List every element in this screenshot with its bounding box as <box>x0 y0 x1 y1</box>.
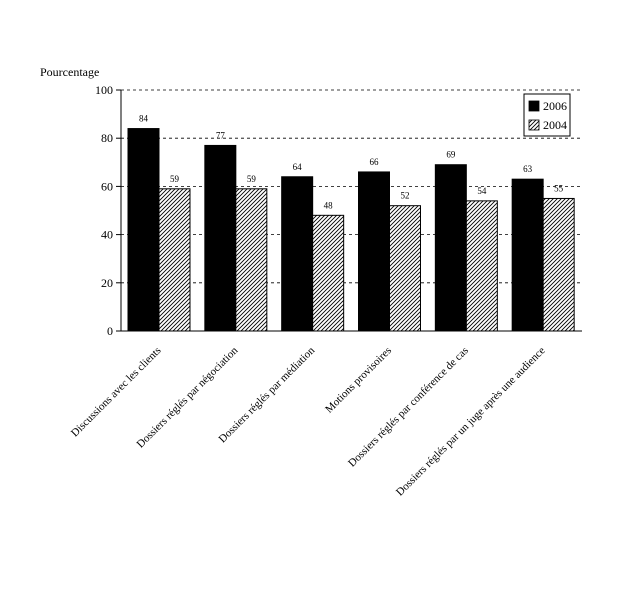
bar-2004-1 <box>235 188 268 332</box>
legend-swatch-2006 <box>528 100 540 112</box>
y-axis-ticks: 0 20 40 60 80 100 <box>95 83 121 338</box>
y-tick-label: 60 <box>101 179 113 193</box>
x-tick-label: Motions provisoires <box>323 345 394 416</box>
legend-label: 2006 <box>543 99 567 113</box>
y-tick-label: 0 <box>107 324 113 338</box>
data-label: 63 <box>523 164 533 174</box>
bar-2004-0 <box>158 188 191 332</box>
axes <box>120 90 582 332</box>
data-label: 64 <box>293 162 303 172</box>
data-label: 84 <box>139 114 149 124</box>
data-labels: 84 59 77 59 64 48 66 52 69 54 63 55 <box>139 114 564 211</box>
data-label: 48 <box>324 200 334 210</box>
data-label: 59 <box>170 174 180 184</box>
y-tick-label: 40 <box>101 228 113 242</box>
data-label: 52 <box>401 191 410 201</box>
bar-2004-5 <box>542 197 575 332</box>
bar-2006-3 <box>358 171 390 332</box>
data-label: 69 <box>446 150 456 160</box>
bar-2006-5 <box>511 178 544 332</box>
x-tick-label: Dossiers réglés par conférence de cas <box>346 345 471 470</box>
data-label: 59 <box>247 174 257 184</box>
bar-2006-1 <box>204 144 237 332</box>
data-label: 54 <box>477 186 487 196</box>
y-axis-label: Pourcentage <box>40 65 99 79</box>
data-label: 55 <box>554 183 564 193</box>
data-label: 66 <box>370 157 380 167</box>
x-tick-label: Discussions avec les clients <box>69 345 164 440</box>
gridlines <box>121 89 582 284</box>
y-tick-label: 80 <box>101 131 113 145</box>
bar-2006-2 <box>281 176 314 332</box>
legend: 2006 2004 <box>523 93 571 137</box>
legend-swatch-2004 <box>528 119 540 131</box>
x-axis-labels: Discussions avec les clients Dossiers rég… <box>69 344 548 498</box>
data-label: 77 <box>216 130 226 140</box>
y-tick-label: 20 <box>101 276 113 290</box>
bar-2004-2 <box>312 214 345 332</box>
bar-2006-4 <box>434 164 467 332</box>
y-tick-label: 100 <box>95 83 113 97</box>
bars <box>127 128 575 332</box>
bar-2004-3 <box>389 205 421 332</box>
legend-label: 2004 <box>543 118 567 132</box>
bar-2004-4 <box>465 200 498 332</box>
bar-2006-0 <box>127 128 160 332</box>
x-tick-label: Dossiers réglés par un juge après une au… <box>394 345 548 499</box>
